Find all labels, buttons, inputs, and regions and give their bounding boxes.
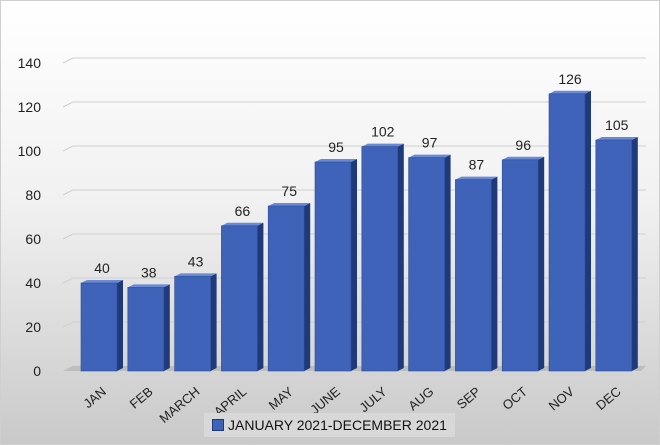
data-label: 40 xyxy=(94,260,110,276)
gridline-depth xyxy=(62,57,74,64)
gridline-depth xyxy=(62,189,74,196)
bar-top xyxy=(455,176,498,180)
x-tick-label: OCT xyxy=(499,384,530,413)
gridline-depth xyxy=(62,233,74,240)
x-tick-label: JULY xyxy=(356,384,390,416)
bar-top xyxy=(408,154,451,158)
bar-top xyxy=(174,273,217,277)
bar xyxy=(548,93,586,372)
bar-top xyxy=(127,284,170,288)
gridline-depth xyxy=(62,101,74,108)
bar xyxy=(174,276,211,372)
bar xyxy=(408,157,445,372)
bar-side xyxy=(631,137,638,371)
y-tick-label: 40 xyxy=(25,275,41,291)
bar-top xyxy=(595,137,638,140)
data-label: 38 xyxy=(141,264,157,280)
bar-side xyxy=(397,143,404,371)
bar-side xyxy=(538,156,545,371)
bar-top xyxy=(315,159,357,162)
y-tick-label: 20 xyxy=(25,319,41,335)
bar-top xyxy=(361,143,404,147)
bar-side xyxy=(117,280,123,371)
x-tick-label: JAN xyxy=(80,384,108,411)
data-label: 75 xyxy=(281,183,297,199)
y-tick-label: 100 xyxy=(18,143,42,159)
bar xyxy=(595,139,633,372)
legend: JANUARY 2021-DECEMBER 2021 xyxy=(204,413,455,437)
bar xyxy=(455,179,492,372)
bar-side xyxy=(257,222,264,371)
data-label: 66 xyxy=(235,203,251,219)
bar xyxy=(314,161,352,372)
bar-top xyxy=(502,156,545,160)
y-tick-label: 120 xyxy=(18,99,42,115)
y-tick-label: 80 xyxy=(25,187,41,203)
y-tick-label: 0 xyxy=(33,363,41,379)
bar-side xyxy=(585,90,591,372)
x-tick-label: FEB xyxy=(127,384,156,412)
bar-top xyxy=(268,203,311,206)
bar xyxy=(80,282,118,372)
bar-side xyxy=(351,159,357,371)
bar xyxy=(221,225,258,372)
bar xyxy=(267,205,305,372)
bar-top xyxy=(81,280,123,283)
gridline-depth xyxy=(62,321,74,328)
data-label: 105 xyxy=(605,117,629,133)
data-label: 126 xyxy=(558,71,582,87)
x-tick-label: NOV xyxy=(546,384,577,414)
bar xyxy=(361,146,399,372)
data-label: 96 xyxy=(515,137,531,153)
gridline-depth xyxy=(62,277,74,284)
bar xyxy=(501,159,539,372)
x-tick-label: MARCH xyxy=(156,384,202,426)
legend-label: JANUARY 2021-DECEMBER 2021 xyxy=(228,417,447,433)
y-tick-label: 140 xyxy=(18,55,42,71)
gridline-depth xyxy=(62,145,74,152)
bar-side xyxy=(444,154,451,371)
bar-side xyxy=(163,284,170,371)
bar-top xyxy=(221,222,264,226)
bar-side xyxy=(304,203,311,371)
bar xyxy=(127,287,165,372)
x-tick-label: DEC xyxy=(593,384,624,413)
x-tick-label: AUG xyxy=(405,384,436,414)
data-label: 97 xyxy=(422,135,438,151)
data-label: 102 xyxy=(371,124,395,140)
data-label: 43 xyxy=(188,253,204,269)
data-label: 95 xyxy=(328,139,344,155)
bar-side xyxy=(491,176,498,371)
bar-top xyxy=(549,90,591,94)
x-tick-label: MAY xyxy=(266,384,297,413)
y-tick-label: 60 xyxy=(25,231,41,247)
bar-side xyxy=(210,273,217,371)
data-label: 87 xyxy=(469,157,485,173)
legend-swatch xyxy=(212,419,224,431)
x-tick-label: SEP xyxy=(454,384,484,412)
